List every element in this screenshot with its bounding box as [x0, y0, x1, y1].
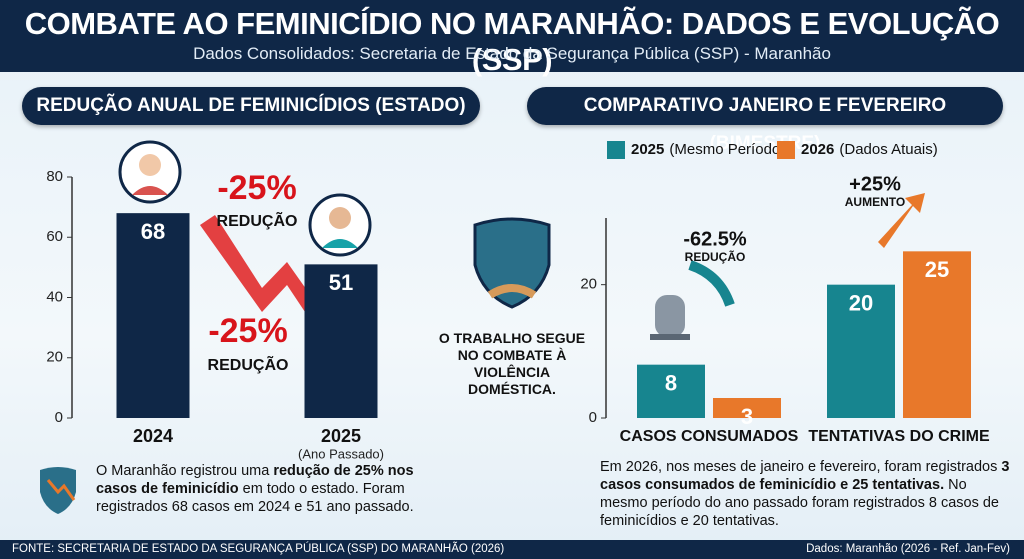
bar — [116, 213, 190, 418]
legend-note: (Mesmo Período) — [669, 141, 785, 158]
legend-swatch — [607, 141, 625, 159]
page-title: COMBATE AO FEMINICÍDIO NO MARANHÃO: DADO… — [24, 6, 1000, 77]
annotation-value: +25% — [849, 173, 901, 195]
value-label: 68 — [141, 219, 165, 244]
x-tick-label: 2024 — [133, 426, 173, 446]
y-tick-label: 60 — [46, 228, 63, 245]
value-label: 8 — [665, 370, 677, 395]
bar — [304, 264, 378, 418]
text-segment: redução de 25% nos casos de feminicídio — [96, 463, 414, 497]
orange-arrow — [878, 193, 925, 248]
center-message: O TRABALHO SEGUE NO COMBATE À VIOLÊNCIA … — [438, 330, 586, 397]
icon-elder — [118, 140, 182, 204]
bar — [713, 398, 781, 418]
icon-tomb — [650, 295, 690, 340]
legend-name: 2025 — [631, 141, 664, 158]
y-tick-label: 0 — [589, 409, 597, 426]
x-tick-label: TENTATIVAS DO CRIME — [808, 428, 990, 445]
legend-name: 2026 — [801, 141, 834, 158]
value-label: 20 — [849, 290, 873, 315]
value-label: 51 — [329, 270, 353, 295]
y-tick-label: 80 — [46, 168, 63, 185]
icon-shield-small — [40, 467, 76, 514]
category-note: (Ano Passado) — [298, 446, 384, 461]
text-segment: O Maranhão registrou uma — [96, 463, 274, 479]
value-label: 25 — [925, 257, 949, 282]
x-tick-label: 2025 — [321, 426, 361, 446]
legend-swatch — [777, 141, 795, 159]
legend-label: 2026 (Dados Atuais) — [801, 141, 938, 158]
icon-shield — [473, 217, 551, 309]
annotation-caption: AUMENTO — [845, 195, 905, 209]
text-segment: No mesmo período do ano passado foram re… — [600, 477, 999, 529]
bar — [903, 251, 971, 418]
left-summary: O Maranhão registrou uma redução de 25% … — [96, 462, 436, 516]
right-summary: Em 2026, nos meses de janeiro e fevereir… — [600, 458, 1010, 530]
teal-arrow — [688, 260, 735, 307]
y-tick-label: 0 — [55, 409, 63, 426]
text-segment: 3 casos consumados de feminicídio e 25 t… — [600, 459, 1010, 493]
annotation-value: -25% — [217, 169, 296, 207]
header-band — [0, 0, 1024, 72]
annotation-caption: REDUÇÃO — [208, 354, 289, 374]
text-segment: em todo o estado. Foram registrados 68 c… — [96, 481, 414, 515]
legend-label: 2025 (Mesmo Período) — [631, 141, 785, 158]
annotation-value: -62.5% — [683, 228, 747, 250]
y-tick-label: 20 — [46, 349, 63, 366]
bar — [827, 284, 895, 418]
footer-source: FONTE: SECRETARIA DE ESTADO DA SEGURANÇA… — [12, 543, 505, 555]
footer-band: FONTE: SECRETARIA DE ESTADO DA SEGURANÇA… — [0, 540, 1024, 559]
chart-title: REDUÇÃO ANUAL DE FEMINICÍDIOS (ESTADO) — [22, 87, 480, 125]
y-tick-label: 40 — [46, 288, 63, 305]
annotation-caption: REDUÇÃO — [685, 249, 746, 264]
text-segment: Em 2026, nos meses de janeiro e fevereir… — [600, 459, 1002, 475]
footer-reference: Dados: Maranhão (2026 - Ref. Jan-Fev) — [806, 543, 1010, 555]
annotation-value: -25% — [208, 312, 287, 350]
y-tick-label: 20 — [580, 276, 597, 293]
annotation-caption: REDUÇÃO — [217, 210, 298, 230]
page-subtitle: Dados Consolidados: Secretaria de Estado… — [193, 44, 831, 63]
legend-note: (Dados Atuais) — [839, 141, 937, 158]
icon-young — [308, 193, 372, 257]
value-label: 3 — [741, 404, 753, 429]
bar — [637, 364, 705, 418]
x-tick-label: CASOS CONSUMADOS — [620, 428, 799, 445]
